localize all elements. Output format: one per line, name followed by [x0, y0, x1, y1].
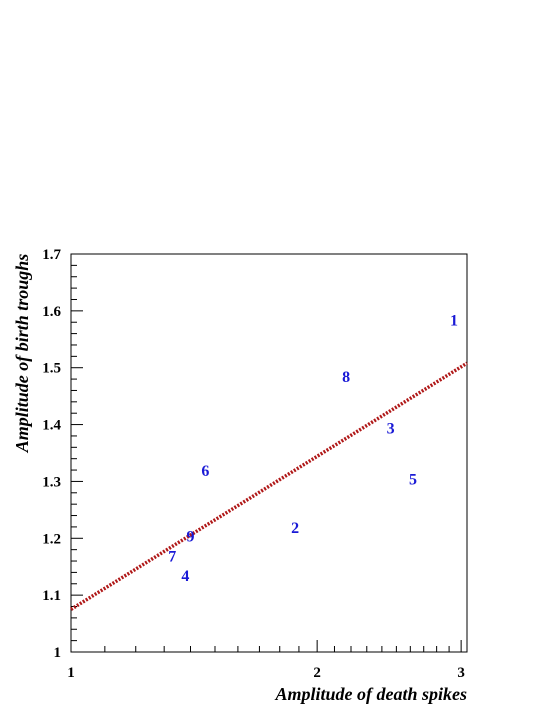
data-point-4: 4	[181, 568, 189, 585]
data-point-3: 3	[387, 420, 395, 437]
data-point-9: 9	[186, 528, 194, 545]
fit-line	[70, 361, 468, 611]
y-tick-label: 1.4	[42, 418, 61, 434]
y-tick-label: 1.3	[42, 474, 61, 490]
x-axis-title: Amplitude of death spikes	[274, 684, 467, 704]
x-tick-label: 3	[457, 665, 465, 681]
y-axis: 1 1.1 1.2 1.3 1.4 1.5 1.6 1.7	[42, 247, 83, 661]
y-tick-label: 1.1	[42, 588, 61, 604]
data-points: 1 2 3 4 5 6 7 8 9	[168, 312, 458, 585]
y-axis-title: Amplitude of birth troughs	[12, 254, 32, 454]
plot-frame	[70, 253, 468, 653]
x-tick-label: 2	[313, 665, 321, 681]
data-point-1: 1	[450, 312, 458, 329]
y-tick-label: 1.5	[42, 361, 61, 377]
x-tick-label: 1	[67, 665, 75, 681]
y-tick-label: 1.2	[42, 531, 61, 547]
data-point-8: 8	[342, 369, 350, 386]
x-axis: 1 2 3	[67, 640, 465, 681]
data-point-2: 2	[291, 520, 299, 537]
data-point-5: 5	[409, 472, 417, 489]
data-point-7: 7	[168, 548, 176, 565]
y-tick-label: 1.7	[42, 247, 61, 263]
y-tick-label: 1.6	[42, 304, 61, 320]
data-point-6: 6	[201, 463, 209, 480]
y-tick-label: 1	[54, 645, 62, 661]
